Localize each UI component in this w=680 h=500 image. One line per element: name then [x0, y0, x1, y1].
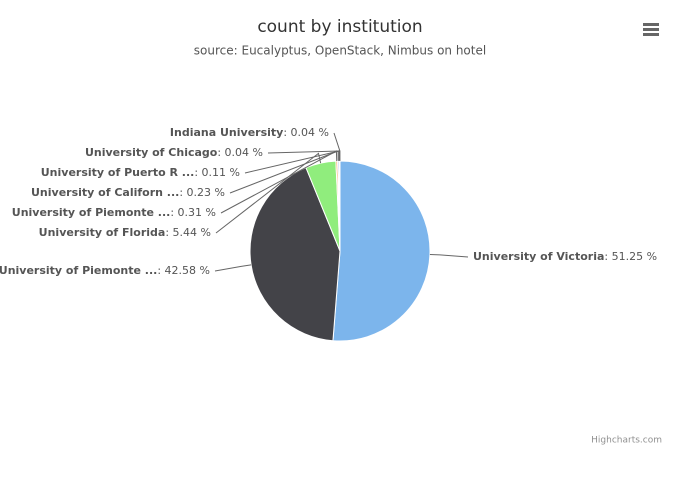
connector: [214, 264, 252, 272]
label-name: University of Californ ...: [31, 186, 179, 199]
connector: [429, 254, 469, 258]
label-name: University of Piemonte ...: [0, 264, 157, 277]
label-name: Indiana University: [170, 126, 283, 139]
pie-slice: [249, 167, 341, 342]
credits[interactable]: Highcharts.com: [591, 436, 662, 446]
label-value: : 0.11 %: [194, 166, 240, 179]
data-label: University of Florida: 5.44 %: [39, 226, 211, 239]
connector: [333, 132, 341, 162]
label-value: : 0.04 %: [283, 126, 329, 139]
data-label: University of Puerto R ...: 0.11 %: [41, 166, 240, 179]
data-label: University of Chicago: 0.04 %: [85, 146, 263, 159]
label-name: University of Florida: [39, 226, 166, 239]
pie-slice: [332, 160, 431, 342]
data-label: University of Piemonte ...: 0.31 %: [12, 206, 216, 219]
label-value: : 51.25 %: [604, 250, 657, 263]
data-label: University of Victoria: 51.25 %: [473, 250, 657, 263]
data-label: Indiana University: 0.04 %: [170, 126, 329, 139]
label-value: : 0.31 %: [170, 206, 216, 219]
label-name: University of Puerto R ...: [41, 166, 195, 179]
label-name: University of Chicago: [85, 146, 218, 159]
label-value: : 0.23 %: [179, 186, 225, 199]
chart-subtitle: source: Eucalyptus, OpenStack, Nimbus on…: [194, 44, 486, 58]
label-value: : 5.44 %: [165, 226, 211, 239]
data-label: University of Piemonte ...: 42.58 %: [0, 264, 210, 277]
chart-title: count by institution: [257, 17, 422, 37]
label-name: University of Piemonte ...: [12, 206, 171, 219]
data-label: University of Californ ...: 0.23 %: [31, 186, 225, 199]
menu-icon[interactable]: [643, 23, 659, 36]
label-value: : 42.58 %: [157, 264, 210, 277]
label-name: University of Victoria: [473, 250, 604, 263]
menu-button[interactable]: [636, 16, 666, 42]
label-value: : 0.04 %: [217, 146, 263, 159]
